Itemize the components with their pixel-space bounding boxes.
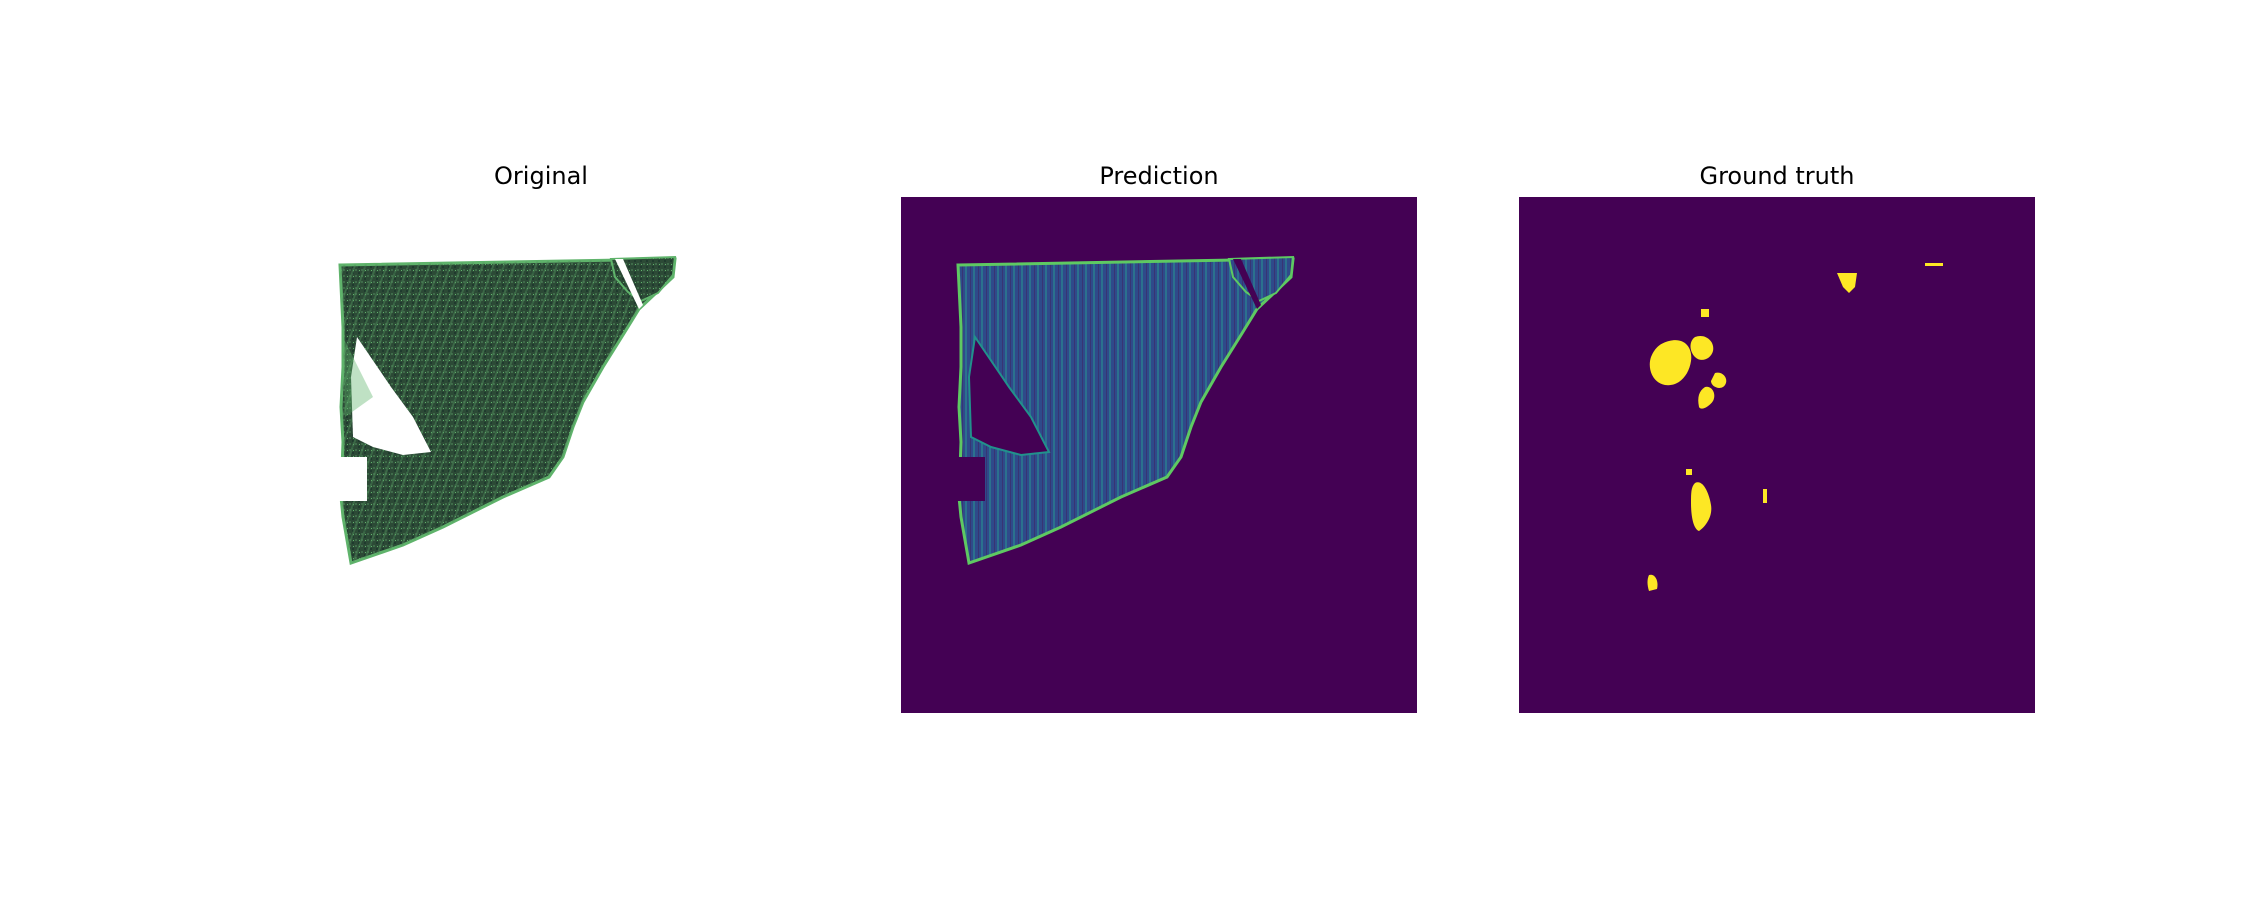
ground-truth-blobs bbox=[1647, 263, 1943, 591]
white-notch bbox=[339, 457, 367, 501]
prediction-notch bbox=[957, 457, 985, 501]
prediction-heatmap bbox=[901, 197, 1417, 713]
prediction-panel bbox=[901, 197, 1417, 713]
prediction-pond bbox=[1227, 255, 1295, 303]
ground-truth-mask bbox=[1519, 197, 2035, 713]
panel-title-original: Original bbox=[494, 162, 588, 190]
white-wedge bbox=[351, 337, 431, 455]
panel-title-ground-truth: Ground truth bbox=[1699, 162, 1855, 190]
original-satellite-image bbox=[338, 255, 677, 565]
ground-truth-panel bbox=[1519, 197, 2035, 713]
original-image-panel bbox=[283, 197, 799, 713]
prediction-field bbox=[956, 257, 1295, 565]
panel-title-prediction: Prediction bbox=[1099, 162, 1219, 190]
gap-strip bbox=[615, 259, 643, 309]
pond-patch bbox=[609, 255, 677, 303]
prediction-wedge bbox=[967, 334, 1051, 457]
